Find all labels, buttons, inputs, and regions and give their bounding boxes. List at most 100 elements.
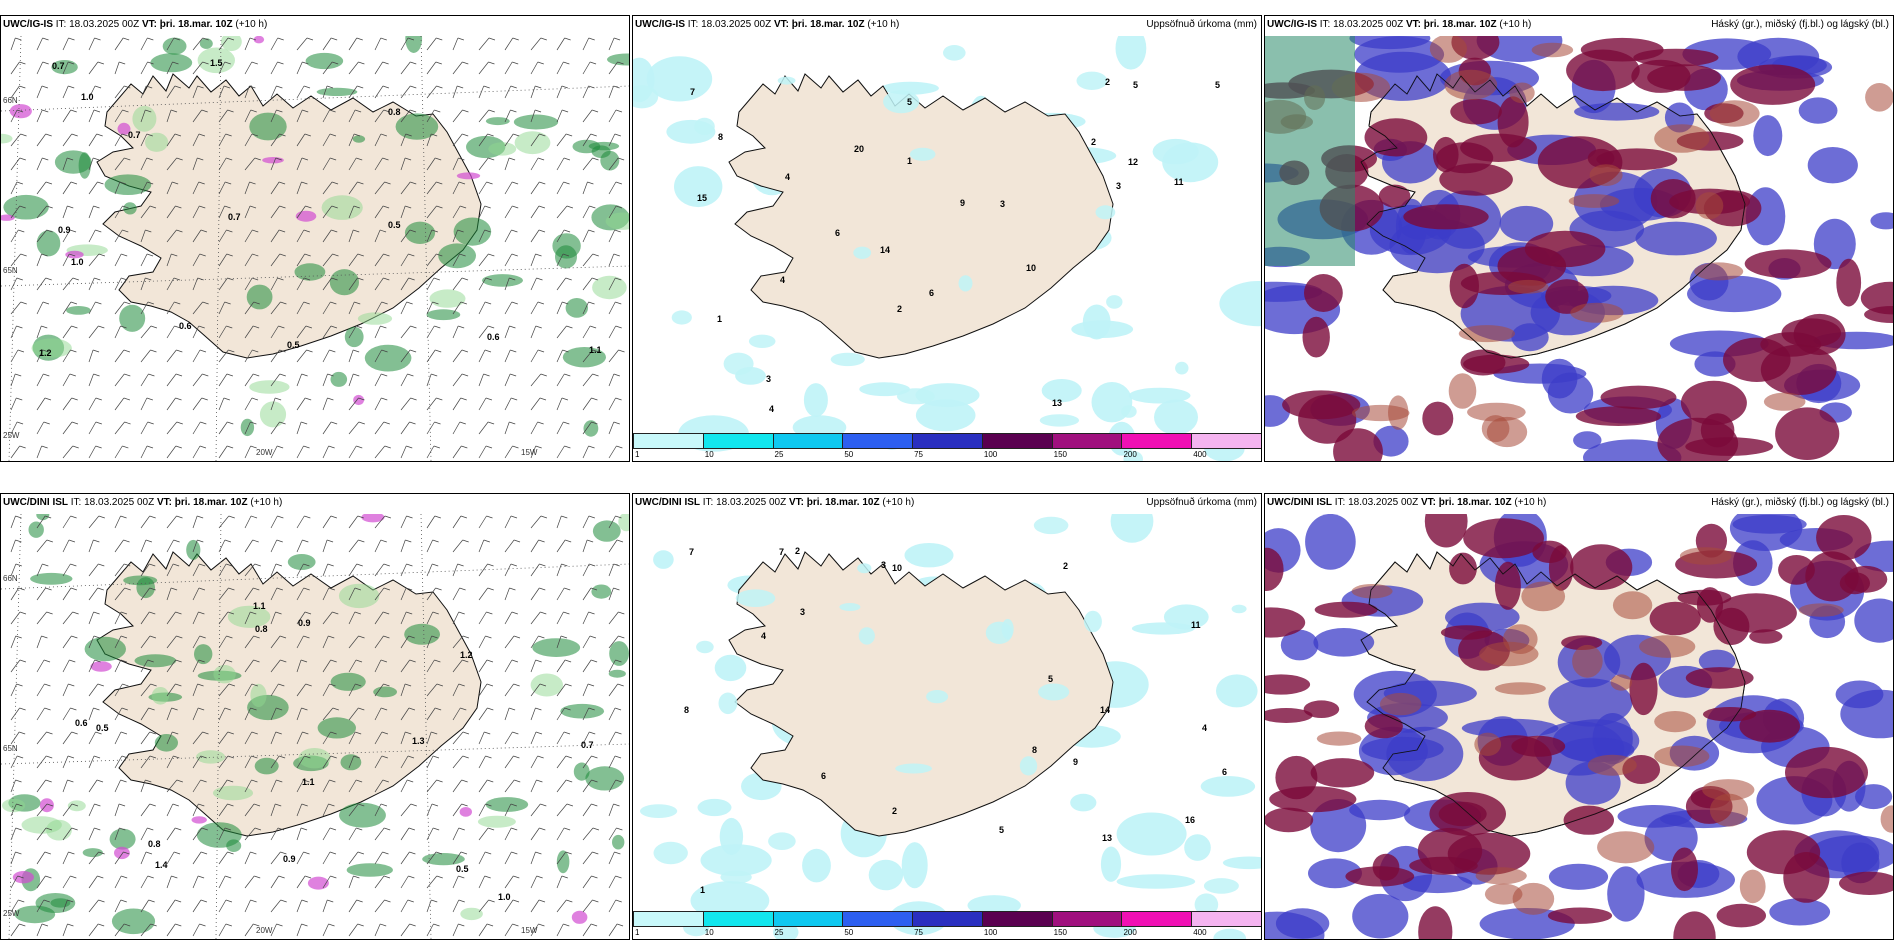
model-name: UWC/IG-IS [1267, 19, 1317, 30]
precip-value: 13 [1052, 398, 1063, 408]
value-label: 0.8 [148, 839, 161, 849]
wind-rain-panel-1: UWC/IG-IS IT: 18.03.2025 00Z VT: þri. 18… [0, 15, 630, 462]
value-label: 0.5 [287, 340, 300, 350]
precip-value: 2 [1091, 137, 1097, 147]
init-time: 18.03.2025 00Z [84, 497, 155, 508]
cloud-edge-region [1265, 36, 1355, 266]
panel-title: UWC/DINI ISL IT: 18.03.2025 00Z VT: þri.… [3, 497, 282, 508]
lead-time: (+10 h) [250, 497, 283, 508]
precip-over-land [640, 516, 1247, 937]
precip-value: 3 [800, 607, 806, 617]
value-label: 0.6 [487, 332, 500, 342]
lon-label: 20W [256, 926, 273, 935]
precip-value: 9 [960, 198, 966, 208]
colorbar-tick: 400 [1193, 450, 1207, 459]
iceland-landmass [96, 73, 482, 359]
colorbar-tick: 75 [914, 450, 924, 459]
value-label: 1.2 [39, 348, 52, 358]
colorbar-swatch [772, 433, 844, 449]
field-title: Háský (gr.), miðský (fj.bl.) og lágský (… [1711, 19, 1889, 30]
precip-over-land [633, 45, 1189, 461]
snow-areas [1, 36, 481, 406]
precip-value: 1 [717, 314, 723, 324]
it-label: IT: [70, 497, 82, 508]
value-label: 1.1 [253, 601, 266, 611]
value-label: 0.5 [96, 723, 109, 733]
colorbar-swatch [1121, 911, 1193, 927]
colorbar-swatch [981, 433, 1053, 449]
lead-time: (+10 h) [867, 19, 900, 30]
colorbar: 1 10 25 50 75 100 150 200 400 [633, 911, 1261, 939]
value-label: 0.5 [456, 864, 469, 874]
map-canvas [633, 36, 1261, 461]
precip-value: 5 [907, 97, 913, 107]
precip-value: 10 [1026, 263, 1037, 273]
precip-value: 14 [880, 245, 891, 255]
colorbar-swatch [842, 911, 914, 927]
iceland-landmass [96, 551, 482, 837]
colorbar-swatch [1191, 911, 1261, 927]
precip-value: 6 [835, 228, 841, 238]
panel-title: UWC/DINI ISL IT: 18.03.2025 00Z VT: þri.… [635, 497, 914, 508]
rain-areas [3, 36, 629, 437]
precip-value: 4 [769, 404, 775, 414]
precip-value: 7 [690, 87, 696, 97]
graticule [1, 36, 629, 461]
map-canvas [1, 36, 629, 461]
precip-value: 6 [929, 288, 935, 298]
it-label: IT: [55, 19, 67, 30]
it-label: IT: [702, 497, 714, 508]
precip-value: 20 [854, 144, 865, 154]
precip-value: 14 [1100, 705, 1111, 715]
mid-cloud [1265, 514, 1893, 939]
field-title: Háský (gr.), miðský (fj.bl.) og lágský (… [1711, 497, 1889, 508]
field-title: Uppsöfnuð úrkoma (mm) [1146, 497, 1257, 508]
precip-value: 3 [1116, 181, 1122, 191]
precip-value: 8 [718, 132, 724, 142]
colorbar-swatch [633, 433, 704, 449]
model-name: UWC/DINI ISL [1267, 497, 1332, 508]
rain-areas [8, 514, 629, 935]
lat-label: 66N [3, 96, 18, 105]
precip-value: 11 [1174, 177, 1184, 187]
value-label: 0.9 [283, 854, 296, 864]
precip-value: 5 [1215, 80, 1221, 90]
colorbar-swatch [1191, 433, 1261, 449]
lon-label: 25W [3, 909, 20, 918]
colorbar: 1 10 25 50 75 100 150 200 400 [633, 433, 1261, 461]
iceland-landmass [728, 551, 1114, 837]
value-label: 1.5 [210, 58, 223, 68]
precip-value: 13 [1102, 833, 1113, 843]
lat-label: 65N [3, 744, 18, 753]
value-label: 0.7 [581, 740, 594, 750]
valid-time: þri. 18.mar. 10Z [1438, 497, 1512, 508]
it-label: IT: [1319, 19, 1331, 30]
precip-panel-1: UWC/IG-IS IT: 18.03.2025 00Z VT: þri. 18… [632, 15, 1262, 462]
colorbar-swatch [702, 911, 774, 927]
precip-value: 9 [1073, 757, 1079, 767]
iceland-landmass [728, 73, 1114, 359]
value-label: 1.0 [81, 92, 94, 102]
precip-value: 11 [1191, 620, 1201, 630]
value-label: 0.9 [298, 618, 311, 628]
lead-time: (+10 h) [1514, 497, 1547, 508]
value-label: 1.0 [71, 257, 84, 267]
colorbar-swatch [1051, 433, 1123, 449]
map-canvas [1265, 36, 1893, 461]
precip-value: 15 [697, 193, 708, 203]
vt-label: VT: [788, 497, 804, 508]
map-plot: 66N 65N 25W 20W 15W 0.5 1.1 0.8 0.9 1.2 0.7 1.4 1.3 0… [1, 514, 629, 939]
value-label: 0.7 [228, 212, 241, 222]
colorbar-tick: 100 [983, 450, 998, 459]
map-plot [1265, 36, 1893, 461]
precip-value: 12 [1128, 157, 1139, 167]
colorbar-tick: 100 [983, 928, 998, 937]
value-label: 0.5 [388, 220, 401, 230]
precip-value: 7 [779, 547, 785, 557]
precip-value: 5 [1048, 674, 1054, 684]
value-label: 1.2 [460, 650, 473, 660]
light-rain-areas [2, 514, 629, 921]
wind-barbs [10, 37, 625, 459]
lead-time: (+10 h) [1499, 19, 1532, 30]
colorbar-tick: 200 [1123, 450, 1137, 459]
